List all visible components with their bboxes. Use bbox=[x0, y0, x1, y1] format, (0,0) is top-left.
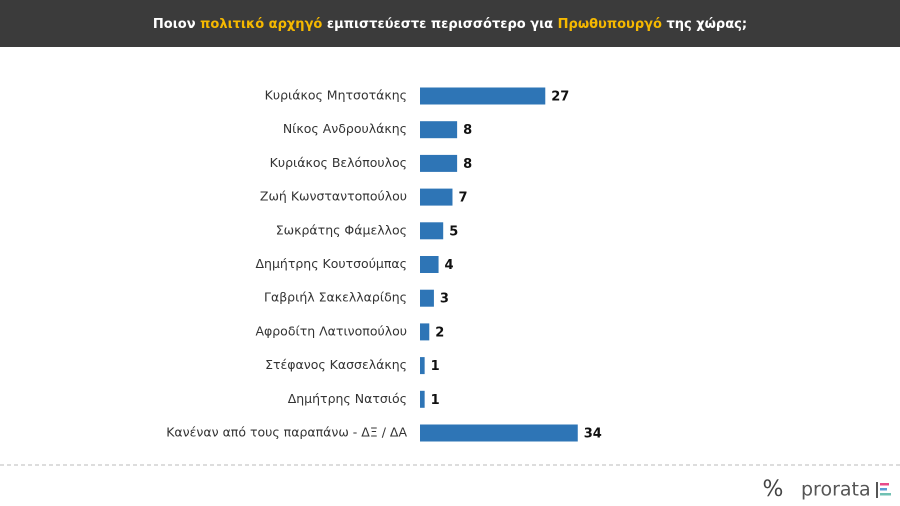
value-label: 4 bbox=[445, 258, 454, 273]
title-part: Ποιον bbox=[153, 17, 200, 32]
title-part: Πρωθυπουργό bbox=[558, 17, 662, 32]
logo-mark: % bbox=[763, 477, 784, 502]
category-label: Σωκράτης Φάμελλος bbox=[276, 222, 407, 237]
category-label: Κυριάκος Μητσοτάκης bbox=[265, 88, 407, 103]
bar bbox=[420, 222, 444, 240]
logo-icon bbox=[876, 482, 891, 498]
value-label: 3 bbox=[440, 292, 449, 307]
logo-text: prorata bbox=[801, 479, 871, 501]
value-label: 2 bbox=[435, 325, 444, 340]
category-label: Στέφανος Κασσελάκης bbox=[265, 357, 407, 372]
bar bbox=[420, 87, 546, 105]
bar bbox=[420, 188, 453, 206]
category-label: Αφροδίτη Λατινοπούλου bbox=[255, 323, 407, 338]
bar bbox=[420, 256, 439, 273]
value-label: 34 bbox=[584, 427, 602, 442]
value-label: 8 bbox=[463, 123, 472, 138]
category-label: Νίκος Ανδρουλάκης bbox=[283, 121, 407, 136]
title-part: της χώρας; bbox=[662, 17, 747, 32]
category-label: Γαβριήλ Σακελλαρίδης bbox=[264, 290, 407, 305]
value-label: 27 bbox=[551, 90, 569, 105]
category-label: Κανέναν από τους παραπάνω - ΔΞ / ΔΑ bbox=[166, 425, 407, 440]
category-label: Δημήτρης Νατσιός bbox=[288, 391, 407, 406]
bar bbox=[420, 390, 425, 408]
category-label: Ζωή Κωνσταντοπούλου bbox=[260, 189, 407, 204]
bar bbox=[420, 289, 434, 307]
category-label: Δημήτρης Κουτσούμπας bbox=[255, 256, 407, 271]
chart-title: Ποιον πολιτικό αρχηγό εμπιστεύεστε περισ… bbox=[153, 17, 747, 32]
value-label: 1 bbox=[431, 393, 440, 408]
category-label: Κυριάκος Βελόπουλος bbox=[270, 155, 407, 170]
value-label: 5 bbox=[449, 224, 458, 239]
value-label: 1 bbox=[431, 359, 440, 374]
bar bbox=[420, 154, 458, 172]
header-band bbox=[0, 0, 900, 47]
value-label: 7 bbox=[458, 191, 467, 206]
value-label: 8 bbox=[463, 157, 472, 172]
bar bbox=[420, 424, 578, 442]
bar bbox=[420, 323, 430, 341]
bar bbox=[420, 121, 458, 139]
title-part: εμπιστεύεστε περισσότερο για bbox=[322, 17, 557, 32]
bar bbox=[420, 357, 425, 375]
title-part: πολιτικό αρχηγό bbox=[200, 17, 322, 32]
